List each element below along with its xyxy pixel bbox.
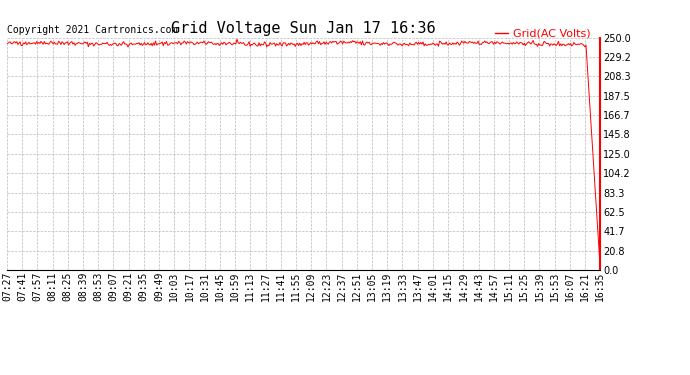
Text: Copyright 2021 Cartronics.com: Copyright 2021 Cartronics.com (7, 25, 177, 35)
Legend: Grid(AC Volts): Grid(AC Volts) (491, 24, 595, 44)
Title: Grid Voltage Sun Jan 17 16:36: Grid Voltage Sun Jan 17 16:36 (171, 21, 436, 36)
